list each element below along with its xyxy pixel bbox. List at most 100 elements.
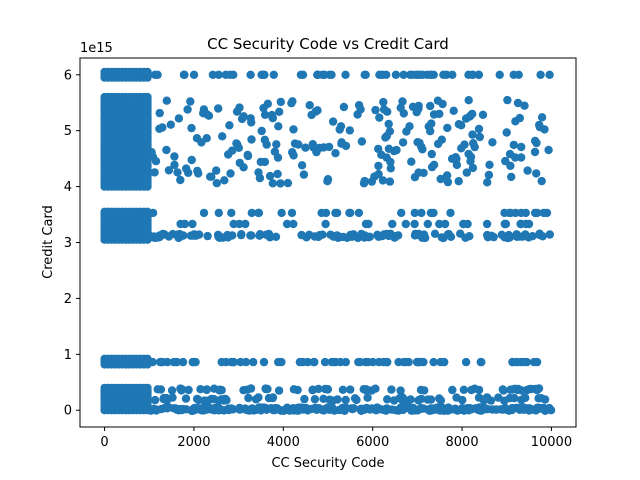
- data-point: [212, 166, 221, 175]
- data-point: [321, 219, 330, 229]
- data-point: [378, 176, 388, 185]
- data-point: [505, 149, 515, 159]
- data-point: [323, 385, 332, 394]
- data-point: [457, 144, 466, 153]
- data-point: [241, 357, 251, 367]
- data-point: [254, 393, 263, 402]
- y-tick-label: 0: [64, 404, 72, 419]
- data-point: [331, 208, 340, 218]
- data-point: [501, 403, 510, 413]
- x-tick-label: 2000: [177, 435, 210, 450]
- data-point: [469, 139, 478, 148]
- data-point: [399, 70, 408, 80]
- data-point: [258, 70, 268, 80]
- data-point: [396, 386, 405, 395]
- data-point: [181, 394, 191, 403]
- data-point: [505, 393, 515, 403]
- data-point: [327, 357, 336, 367]
- data-point: [504, 232, 513, 241]
- data-point: [429, 160, 439, 169]
- data-point: [388, 219, 397, 229]
- data-point: [385, 177, 395, 186]
- data-point: [265, 233, 275, 242]
- data-point: [524, 233, 533, 242]
- data-point: [537, 394, 546, 403]
- data-point: [382, 70, 391, 80]
- data-point: [347, 232, 357, 241]
- data-point: [374, 161, 383, 171]
- data-point: [301, 143, 310, 152]
- data-points: [100, 67, 556, 415]
- data-point: [336, 357, 345, 367]
- data-point: [186, 97, 195, 106]
- data-point: [467, 385, 476, 395]
- data-point: [274, 386, 284, 395]
- data-point: [256, 157, 265, 167]
- data-point: [262, 140, 271, 149]
- data-point: [414, 101, 423, 111]
- chart-title: CC Security Code vs Credit Card: [207, 35, 449, 53]
- data-point: [398, 97, 407, 106]
- data-point: [508, 403, 517, 413]
- data-point: [448, 70, 457, 80]
- data-point: [325, 395, 334, 404]
- data-point: [314, 384, 323, 394]
- data-point: [427, 119, 436, 128]
- data-point: [217, 385, 226, 395]
- data-point: [289, 151, 298, 160]
- data-point: [269, 70, 278, 80]
- data-point: [525, 384, 534, 394]
- data-point: [506, 161, 515, 170]
- data-point: [374, 144, 383, 154]
- data-point: [170, 160, 179, 170]
- data-point: [237, 405, 246, 414]
- data-point: [514, 384, 523, 394]
- data-point: [173, 168, 182, 177]
- data-point: [172, 357, 181, 367]
- data-point: [406, 395, 415, 404]
- data-point: [249, 357, 258, 367]
- data-point: [293, 385, 302, 395]
- data-point: [192, 394, 202, 404]
- data-point: [147, 148, 156, 157]
- data-point: [545, 70, 554, 80]
- data-point: [300, 394, 309, 404]
- y-tick-label: 4: [64, 180, 72, 195]
- data-point: [241, 219, 250, 229]
- data-point: [517, 142, 526, 152]
- data-point: [335, 125, 344, 134]
- data-point: [383, 395, 392, 404]
- data-point: [259, 103, 268, 113]
- data-point: [519, 357, 528, 367]
- data-point: [475, 132, 484, 142]
- data-point: [518, 232, 527, 241]
- data-point: [333, 395, 342, 404]
- data-point: [148, 208, 158, 218]
- data-point: [150, 395, 160, 405]
- data-point: [440, 219, 450, 229]
- data-point: [503, 95, 512, 105]
- data-point: [336, 405, 345, 414]
- data-point: [298, 357, 308, 367]
- data-point: [299, 170, 309, 179]
- data-point: [429, 357, 438, 367]
- data-point: [239, 163, 248, 172]
- data-point: [287, 99, 296, 108]
- data-point: [158, 123, 167, 132]
- data-point: [158, 357, 167, 367]
- data-point: [537, 113, 547, 122]
- data-point: [443, 230, 453, 239]
- data-point: [440, 357, 449, 367]
- data-point: [214, 104, 223, 113]
- data-point: [224, 150, 233, 159]
- data-point: [208, 70, 218, 80]
- data-point: [477, 357, 486, 367]
- data-point: [520, 393, 529, 403]
- data-point: [367, 177, 376, 186]
- data-point: [246, 231, 255, 240]
- data-point: [419, 357, 428, 367]
- data-point: [192, 231, 201, 240]
- data-point: [379, 105, 389, 114]
- data-point: [382, 131, 391, 141]
- data-point: [319, 394, 328, 403]
